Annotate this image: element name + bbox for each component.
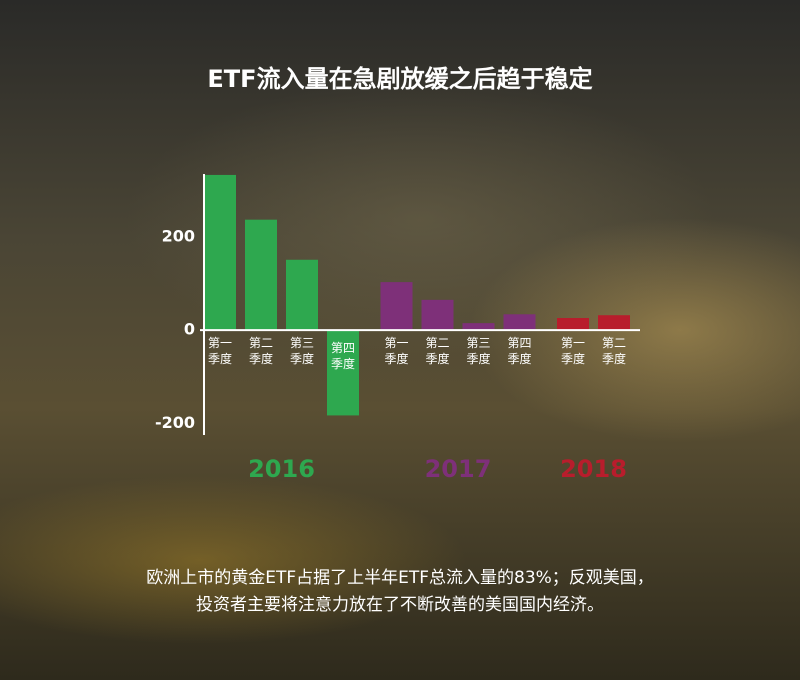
bar bbox=[421, 299, 454, 331]
y-tick-label: 200 bbox=[162, 226, 195, 245]
y-tick-label: -200 bbox=[155, 413, 195, 432]
chart-title: ETF流入量在急剧放缓之后趋于稳定 bbox=[207, 65, 592, 93]
bar bbox=[286, 259, 318, 331]
bar bbox=[557, 318, 589, 331]
x-tick-label: 第四季度 bbox=[331, 341, 355, 371]
x-tick-label: 第三季度 bbox=[466, 336, 490, 366]
bar bbox=[598, 315, 630, 331]
bar bbox=[462, 323, 495, 331]
legend-label: 2018 bbox=[560, 455, 627, 483]
bar bbox=[503, 314, 536, 331]
bar bbox=[327, 330, 359, 416]
caption: 欧洲上市的黄金ETF占据了上半年ETF总流入量的83%；反观美国， bbox=[146, 568, 654, 588]
x-tick-label: 第一季度 bbox=[208, 336, 232, 366]
x-tick-label: 第一季度 bbox=[561, 336, 585, 366]
x-tick-label: 第一季度 bbox=[384, 336, 408, 366]
x-tick-label: 第二季度 bbox=[425, 336, 449, 366]
x-tick-label: 第四季度 bbox=[507, 336, 531, 366]
legend-label: 2016 bbox=[248, 455, 315, 483]
bar bbox=[204, 174, 236, 331]
x-tick-label: 第三季度 bbox=[290, 336, 314, 366]
x-tick-label: 第二季度 bbox=[602, 336, 626, 366]
bar bbox=[380, 282, 413, 331]
caption: 投资者主要将注意力放在了不断改善的美国国内经济。 bbox=[196, 595, 604, 615]
y-tick-label: 0 bbox=[184, 320, 195, 339]
bar bbox=[245, 219, 277, 331]
legend-label: 2017 bbox=[425, 455, 492, 483]
x-tick-label: 第二季度 bbox=[249, 336, 273, 366]
